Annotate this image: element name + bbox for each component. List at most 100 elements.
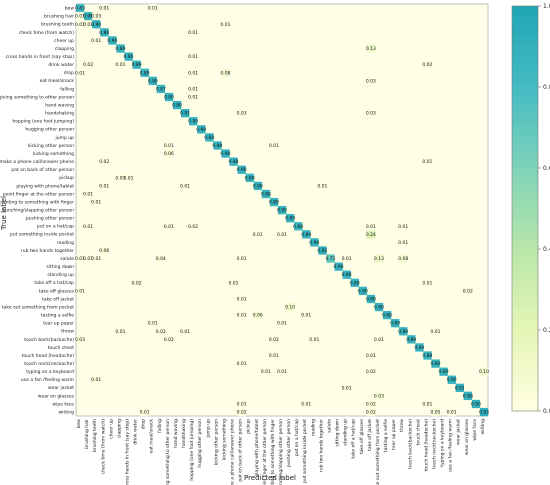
x-tick-label: cheer up: [108, 419, 114, 439]
y-tick-label: take off glasses: [39, 288, 75, 294]
x-tick-label: touch neck(neckache): [431, 419, 437, 469]
colorbar-segment: [512, 141, 538, 146]
heatmap-cell: [318, 246, 327, 255]
cell-value-label: 0.24: [366, 232, 376, 238]
x-tick-label: pickup: [246, 419, 252, 434]
cell-value-label: 0.02: [366, 369, 376, 375]
colorbar-segment: [512, 130, 538, 136]
heatmap-cell: [156, 327, 166, 336]
colorbar-segment: [512, 343, 538, 348]
heatmap-cell: [92, 375, 101, 384]
y-tick-label: brushing teeth: [41, 22, 74, 28]
cell-value-label: 0.01: [261, 369, 271, 375]
cell-value-label: 0.90: [172, 103, 182, 109]
heatmap-cell: [156, 254, 166, 263]
heatmap-cell: [374, 302, 384, 312]
x-tick-label: rub two hands together: [318, 419, 324, 472]
heatmap-cell: [269, 197, 279, 207]
heatmap-cell: [374, 391, 384, 401]
cell-value-label: 0.89: [140, 70, 150, 76]
heatmap-cell: [399, 254, 408, 263]
x-tick-label: touch back(backache): [407, 419, 413, 469]
colorbar-segment: [512, 377, 538, 382]
colorbar-segment: [512, 350, 538, 355]
colorbar-segment: [512, 46, 538, 51]
heatmap-cell: [326, 254, 335, 263]
x-tick-label: hopping (one foot jumping): [189, 419, 195, 481]
colorbar-segment: [512, 336, 538, 341]
colorbar-segment: [512, 404, 538, 409]
colorbar-segment: [512, 103, 538, 109]
cell-value-label: 0.03: [83, 22, 93, 28]
y-tick-label: giving something to other person: [0, 94, 74, 100]
colorbar-segment: [512, 235, 538, 240]
y-tick-label: jump up: [55, 135, 75, 141]
heatmap-cell: [245, 173, 254, 182]
heatmap-cell: [124, 173, 133, 182]
cell-value-label: 0.02: [164, 337, 174, 343]
cell-value-label: 0.03: [374, 393, 384, 399]
colorbar-segment: [512, 205, 538, 210]
heatmap-cell: [366, 230, 376, 239]
cell-value-label: 0.01: [164, 224, 174, 230]
heatmap-cell: [439, 367, 448, 376]
colorbar-segment: [512, 296, 538, 301]
heatmap-cell: [366, 76, 376, 85]
colorbar-segment: [512, 222, 538, 227]
colorbar-segment: [512, 110, 538, 115]
heatmap-cell: [116, 173, 125, 182]
y-tick-label: pointing to something with finger: [0, 199, 74, 205]
cell-value-label: 0.88: [422, 353, 432, 359]
cell-value-label: 0.06: [253, 313, 263, 319]
heatmap-cell: [140, 407, 149, 417]
colorbar-segment: [512, 19, 538, 24]
heatmap-cell: [189, 92, 198, 102]
colorbar-segment: [512, 114, 538, 119]
x-tick-label: standing up: [343, 419, 349, 446]
heatmap-cell: [92, 254, 101, 263]
heatmap-cell: [358, 286, 368, 296]
y-tick-label: touch back(backache): [24, 337, 74, 343]
colorbar-tick-label: 1.0: [543, 3, 550, 10]
colorbar-tick-label: 0.6: [543, 165, 550, 172]
heatmap-cell: [237, 399, 246, 409]
heatmap-cell: [237, 359, 246, 368]
colorbar-segment: [512, 330, 538, 335]
colorbar-segment: [512, 286, 538, 291]
cell-value-label: 0.88: [293, 224, 303, 230]
y-tick-label: make a phone call/answer phone: [0, 159, 74, 165]
heatmap-cell: [100, 181, 109, 191]
heatmap-cell: [132, 60, 141, 69]
y-tick-label: pickup: [59, 175, 74, 181]
cell-value-label: 0.88: [342, 272, 352, 278]
y-tick-label: reading: [57, 240, 74, 246]
cell-value-label: 0.02: [132, 280, 142, 286]
heatmap-cell: [221, 20, 230, 29]
heatmap-cell: [253, 310, 263, 320]
heatmap-cell: [189, 117, 198, 126]
heatmap-cell: [382, 310, 392, 320]
x-tick-label: salute: [326, 419, 332, 433]
y-tick-label: put on a hat/cap: [37, 224, 74, 230]
y-tick-label: touch chest: [48, 345, 75, 351]
heatmap-cell: [455, 383, 464, 392]
y-tick-label: take off jacket: [42, 296, 74, 302]
x-tick-label: check time (from watch): [100, 419, 106, 474]
heatmap-cell: [366, 351, 376, 360]
cell-value-label: 0.04: [156, 256, 166, 262]
cell-value-label: 0.89: [366, 296, 376, 302]
heatmap-cell: [124, 52, 133, 61]
colorbar-segment: [512, 363, 538, 368]
cell-value-label: 0.01: [115, 329, 125, 335]
colorbar-segment: [512, 400, 538, 406]
heatmap-cell: [100, 28, 109, 37]
heatmap-cell: [253, 230, 263, 239]
cell-value-label: 0.89: [390, 321, 400, 327]
heatmap-cell: [294, 222, 303, 231]
y-tick-label: brushing hair: [44, 14, 74, 20]
colorbar-segment: [512, 70, 538, 75]
colorbar-segment: [512, 340, 538, 345]
heatmap-cell: [318, 181, 327, 191]
heatmap-cell: [463, 391, 473, 401]
colorbar-segment: [512, 80, 538, 85]
